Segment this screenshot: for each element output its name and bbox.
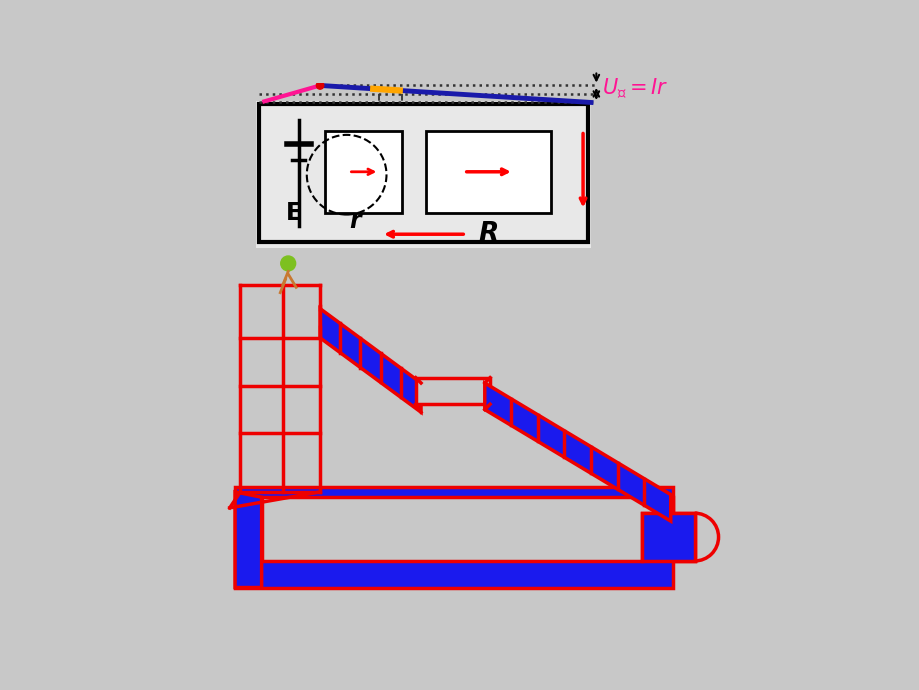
Bar (256, 101, 590, 248)
Polygon shape (484, 383, 670, 521)
Bar (259, 104, 588, 242)
Bar (425, 130, 550, 213)
Polygon shape (235, 492, 261, 588)
Polygon shape (641, 513, 694, 561)
Polygon shape (320, 308, 421, 412)
Polygon shape (415, 377, 490, 404)
Circle shape (280, 256, 295, 271)
Text: R: R (478, 221, 498, 247)
Text: r: r (348, 209, 360, 233)
Polygon shape (261, 497, 673, 561)
Text: $U_{内}=Ir$: $U_{内}=Ir$ (601, 77, 667, 101)
Text: E: E (285, 201, 301, 225)
Bar (325, 130, 402, 213)
Circle shape (316, 81, 323, 89)
Polygon shape (235, 486, 694, 588)
